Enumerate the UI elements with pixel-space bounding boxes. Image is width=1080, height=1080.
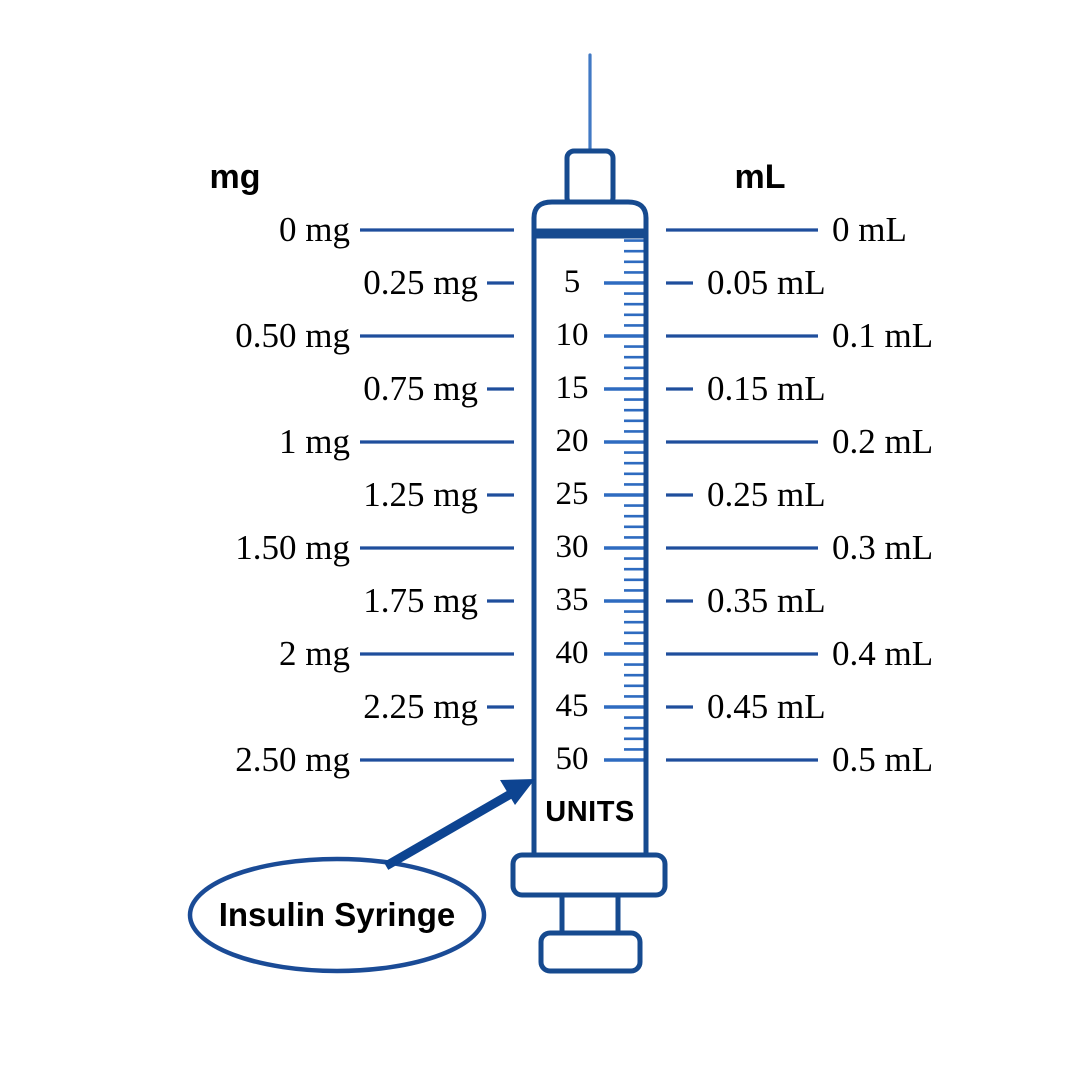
ml-value-label: 0.3 mL — [832, 528, 934, 567]
mg-value-label: 1.75 mg — [363, 581, 478, 620]
mg-value-label: 0.25 mg — [363, 263, 478, 302]
syringe-unit-number: 10 — [555, 317, 589, 353]
barrel-body — [531, 231, 649, 858]
column-header-mg: mg — [209, 158, 261, 196]
syringe-unit-number: 20 — [555, 423, 589, 459]
syringe-unit-number: 35 — [555, 582, 589, 618]
barrel-shoulder — [531, 199, 649, 239]
plunger-rod — [559, 895, 621, 933]
callout-arrow-icon — [383, 779, 535, 870]
needle-hub — [564, 148, 616, 208]
mg-value-label: 2.50 mg — [235, 740, 350, 779]
mg-value-label: 1.25 mg — [363, 475, 478, 514]
ml-value-label: 0.2 mL — [832, 422, 934, 461]
mg-value-label: 1 mg — [279, 422, 350, 461]
mg-value-label: 2.25 mg — [363, 687, 478, 726]
ml-value-label: 0.45 mL — [707, 687, 826, 726]
leader-lines-group — [360, 228, 818, 762]
units-caption: UNITS — [545, 796, 635, 828]
barrel-tick-marks — [604, 239, 644, 762]
ml-value-label: 0 mL — [832, 210, 907, 249]
column-header-ml: mL — [734, 158, 786, 196]
ml-value-label: 0.1 mL — [832, 316, 934, 355]
syringe-unit-number: 45 — [555, 688, 589, 724]
syringe-unit-number: 30 — [555, 529, 589, 565]
syringe-unit-number: 5 — [563, 264, 581, 300]
finger-flange — [510, 852, 668, 898]
syringe-unit-number: 50 — [555, 741, 589, 777]
callout-ellipse — [187, 856, 487, 974]
plunger-thumb-pad — [538, 930, 643, 974]
syringe-unit-number: 40 — [555, 635, 589, 671]
mg-value-label: 1.50 mg — [235, 528, 350, 567]
ml-value-label: 0.35 mL — [707, 581, 826, 620]
syringe-unit-number: 25 — [555, 476, 589, 512]
ml-value-label: 0.15 mL — [707, 369, 826, 408]
ml-value-label: 0.25 mL — [707, 475, 826, 514]
mg-value-label: 0.75 mg — [363, 369, 478, 408]
ml-value-label: 0.4 mL — [832, 634, 934, 673]
mg-value-label: 0.50 mg — [235, 316, 350, 355]
mg-value-label: 2 mg — [279, 634, 350, 673]
callout-label: Insulin Syringe — [218, 896, 456, 933]
syringe-unit-number: 15 — [555, 370, 589, 406]
mg-value-label: 0 mg — [279, 210, 350, 249]
ml-value-label: 0.05 mL — [707, 263, 826, 302]
ml-value-label: 0.5 mL — [832, 740, 934, 779]
